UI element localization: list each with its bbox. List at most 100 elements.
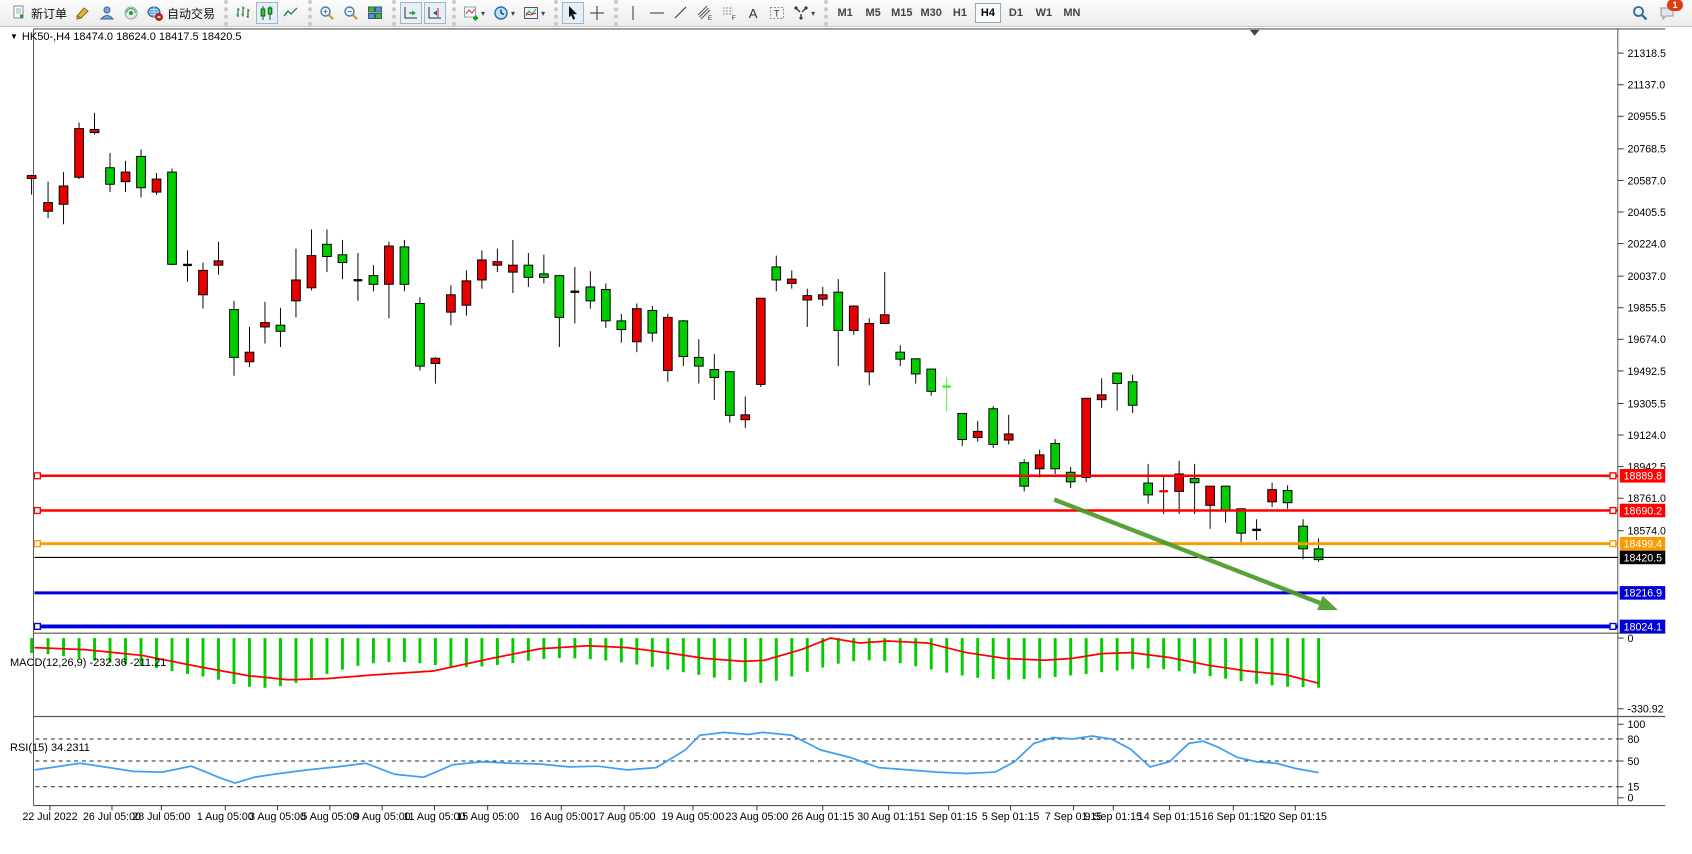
horizontal-lines: 18889.8 18690.2 18499.4 18216.9 18024.1 18420… (33, 468, 1666, 633)
svg-text:T: T (774, 9, 780, 19)
bar-chart-icon (236, 6, 250, 18)
timeframe-m1-button[interactable]: M1 (832, 3, 858, 23)
svg-text:26 Jul 05:00: 26 Jul 05:00 (83, 811, 141, 823)
svg-text:20955.5: 20955.5 (1627, 111, 1666, 123)
chart-shift-button[interactable] (424, 2, 447, 24)
signal-button[interactable] (120, 2, 142, 24)
svg-text:22 Jul 2022: 22 Jul 2022 (22, 811, 77, 823)
crosshair-button[interactable] (586, 2, 608, 24)
channel-button[interactable]: E (694, 2, 716, 24)
arrows-icon (794, 6, 808, 20)
chart-shift-marker (1249, 29, 1260, 36)
cursor-button[interactable] (562, 2, 585, 24)
candlestick-button[interactable] (256, 2, 279, 24)
timeframe-w1-button[interactable]: W1 (1031, 3, 1057, 23)
svg-text:20 Sep 01:15: 20 Sep 01:15 (1264, 811, 1327, 823)
label-icon: T (770, 7, 785, 19)
svg-text:1 Sep 01:15: 1 Sep 01:15 (920, 811, 977, 823)
timeframe-d1-button[interactable]: D1 (1003, 3, 1029, 23)
chevron-down-icon[interactable]: ▼ (10, 32, 18, 41)
tile-windows-button[interactable] (364, 2, 386, 24)
svg-text:18889.8: 18889.8 (1624, 471, 1663, 483)
zoom-in-button[interactable] (316, 2, 338, 24)
svg-text:30 Aug 01:15: 30 Aug 01:15 (857, 811, 920, 823)
history-button[interactable] (72, 2, 94, 24)
trend-arrow[interactable] (1053, 497, 1338, 611)
arrows-button[interactable]: ▾ (790, 2, 818, 24)
zoom-out-button[interactable] (340, 2, 362, 24)
search-button[interactable] (1629, 2, 1651, 24)
hline-handle[interactable] (1609, 472, 1617, 480)
timeframe-m5-button[interactable]: M5 (860, 3, 886, 23)
macd-pane (30, 637, 1321, 688)
notifications-button[interactable]: 1 (1656, 0, 1683, 24)
timeframe-h4-button[interactable]: H4 (974, 3, 1001, 23)
svg-text:E: E (708, 16, 712, 21)
bar-chart-button[interactable] (232, 2, 254, 24)
indicators-icon (464, 6, 479, 21)
rsi-axis: 100 80 50 150 (35, 719, 1645, 805)
svg-text:7 Sep 01:15: 7 Sep 01:15 (1045, 811, 1102, 823)
label-button[interactable]: T (766, 2, 788, 24)
hline-handle[interactable] (1609, 622, 1617, 630)
timeframe-mn-button[interactable]: MN (1059, 3, 1085, 23)
signal-icon (124, 6, 138, 20)
timeframe-m30-button[interactable]: M30 (918, 3, 945, 23)
periods-caret-icon: ▾ (511, 8, 516, 18)
auto-trading-button[interactable]: 自动交易 (144, 2, 218, 24)
hline-handle[interactable] (33, 540, 41, 548)
hline-handle[interactable] (33, 622, 41, 630)
svg-text:1 Aug 05:00: 1 Aug 05:00 (197, 811, 254, 823)
svg-text:17 Aug 05:00: 17 Aug 05:00 (593, 811, 656, 823)
cursor-icon (569, 6, 578, 20)
price-axis: 21318.5 21137.0 20955.5 20768.5 20587.0 20405… (1617, 48, 1666, 538)
svg-text:18420.5: 18420.5 (1624, 552, 1663, 564)
svg-text:16 Sep 01:15: 16 Sep 01:15 (1202, 811, 1265, 823)
timeframe-h1-button[interactable]: H1 (947, 3, 973, 23)
profile-button[interactable] (96, 2, 118, 24)
new-order-button[interactable]: 新订单 (8, 2, 70, 24)
new-order-label: 新订单 (31, 6, 68, 21)
svg-text:18690.2: 18690.2 (1624, 505, 1663, 517)
line-chart-button[interactable] (280, 2, 302, 24)
profile-icon (99, 6, 115, 20)
candlestick-icon (260, 6, 273, 20)
svg-text:80: 80 (1627, 734, 1639, 746)
svg-text:19492.5: 19492.5 (1627, 366, 1666, 378)
svg-text:F: F (732, 16, 736, 21)
hline-handle[interactable] (33, 472, 41, 480)
text-button[interactable]: A (742, 2, 764, 24)
hline-handle[interactable] (1609, 540, 1617, 548)
vertical-line-button[interactable] (622, 2, 644, 24)
svg-text:9 Sep 01:15: 9 Sep 01:15 (1085, 811, 1142, 823)
fibonacci-button[interactable]: F (718, 2, 740, 24)
trendline-button[interactable] (670, 2, 692, 24)
hline-handle[interactable] (1609, 506, 1617, 515)
svg-text:19124.0: 19124.0 (1627, 430, 1666, 442)
svg-text:16 Aug 05:00: 16 Aug 05:00 (530, 811, 593, 823)
tile-windows-icon (368, 6, 383, 19)
templates-button[interactable]: ▾ (520, 2, 548, 24)
chart-canvas[interactable]: 21318.5 21137.0 20955.5 20768.5 20587.0 20405… (0, 27, 1692, 854)
svg-text:15: 15 (1627, 782, 1639, 794)
periods-button[interactable]: ▾ (490, 2, 518, 24)
horizontal-line-button[interactable] (646, 2, 668, 24)
svg-text:23 Aug 05:00: 23 Aug 05:00 (726, 811, 789, 823)
svg-text:28 Jul 05:00: 28 Jul 05:00 (132, 811, 190, 823)
notification-badge: 1 (1667, 0, 1683, 11)
indicators-caret-icon: ▾ (481, 8, 486, 18)
templates-icon (524, 7, 539, 19)
svg-text:0: 0 (1627, 793, 1633, 805)
svg-text:14 Sep 01:15: 14 Sep 01:15 (1138, 811, 1201, 823)
timeframe-m15-button[interactable]: M15 (888, 3, 915, 23)
svg-text:18216.9: 18216.9 (1624, 588, 1663, 600)
auto-trading-label: 自动交易 (167, 6, 216, 21)
hline-handle[interactable] (33, 506, 41, 515)
trendline-icon (674, 6, 687, 19)
chart-shift-icon (428, 7, 442, 19)
auto-scroll-button[interactable] (400, 2, 423, 24)
svg-text:21318.5: 21318.5 (1627, 48, 1666, 60)
rsi-indicator-label: RSI(15) 34.2311 (10, 742, 90, 754)
new-order-icon (13, 5, 24, 19)
indicators-button[interactable]: ▾ (460, 2, 488, 24)
